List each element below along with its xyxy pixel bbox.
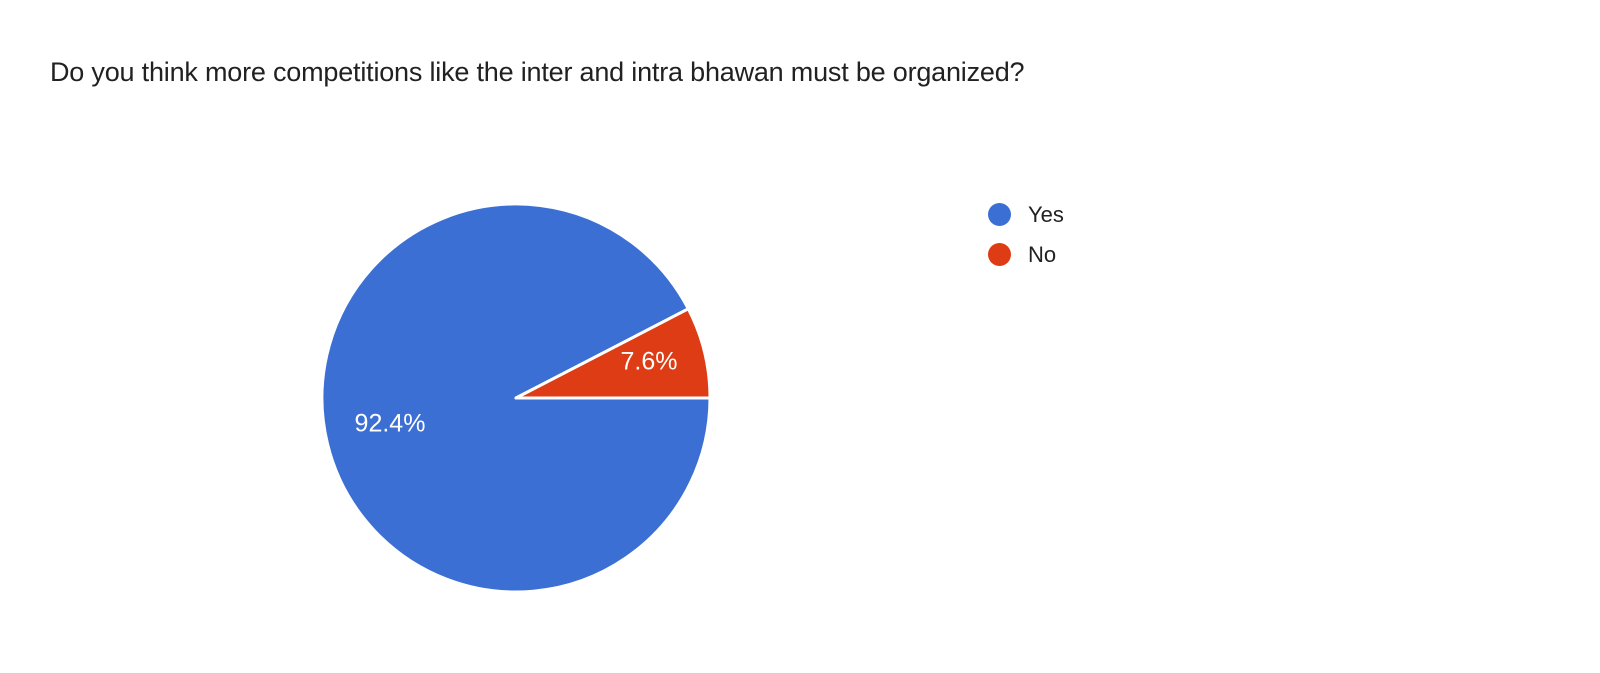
legend-label-no: No (1028, 241, 1057, 267)
legend-swatch-no-icon (988, 242, 1011, 266)
chart-title: Do you think more competitions like the … (50, 57, 1025, 87)
legend-label-yes: Yes (1028, 201, 1064, 227)
legend-swatch-yes-icon (988, 202, 1011, 226)
pie-slice-label-yes: 92.4% (355, 410, 426, 438)
chart-legend: Yes No (988, 198, 1064, 270)
legend-item-no[interactable]: No (988, 238, 1064, 270)
legend-item-yes[interactable]: Yes (988, 198, 1064, 230)
pie-slice-label-no: 7.6% (621, 348, 678, 376)
pie-slice-no[interactable] (514, 307, 712, 400)
